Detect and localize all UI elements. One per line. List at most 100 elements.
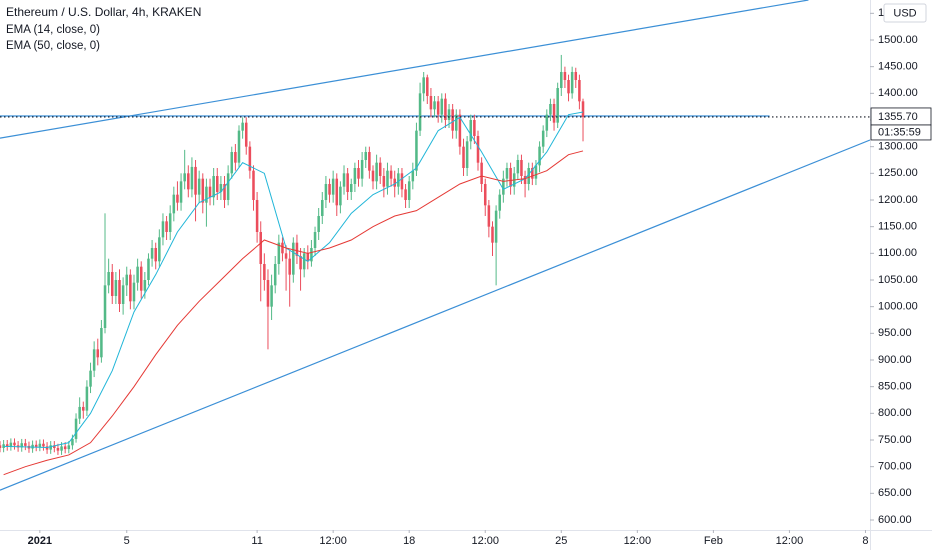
candle-body — [230, 152, 234, 174]
candle-body — [552, 104, 556, 123]
candle-body — [212, 176, 215, 198]
candle-body — [248, 146, 252, 171]
last-price-label: 1355.70 — [878, 111, 918, 123]
candle-body — [197, 178, 201, 195]
countdown-label: 01:35:59 — [878, 126, 921, 138]
candle-body — [24, 443, 27, 446]
candle-body — [129, 274, 132, 302]
candle-body — [187, 173, 190, 190]
candle-body — [241, 122, 244, 131]
candle-body — [45, 446, 49, 450]
currency-label[interactable]: USD — [893, 7, 916, 19]
candle-body — [509, 168, 512, 187]
candle-body — [194, 166, 197, 195]
candle-body — [295, 242, 299, 256]
candle-body — [89, 370, 92, 387]
y-tick-label: 1450.00 — [878, 61, 918, 73]
candle-body — [578, 80, 581, 102]
candle-body — [444, 98, 447, 120]
candle-body — [9, 442, 13, 447]
candle-body — [368, 152, 371, 171]
candle-body — [581, 101, 585, 117]
x-tick-label: 12:00 — [776, 535, 804, 547]
candle-body — [473, 120, 476, 136]
candle-body — [5, 444, 9, 447]
candle-body — [357, 168, 360, 179]
candle-body — [270, 285, 273, 307]
candle-body — [259, 232, 262, 264]
candle-body — [458, 114, 462, 147]
candle-body — [426, 77, 429, 96]
candle-body — [223, 184, 226, 200]
candle-body — [331, 178, 335, 195]
candle-body — [208, 186, 212, 198]
candle-body — [34, 444, 38, 447]
candle-body — [498, 194, 501, 211]
candle-body — [349, 184, 353, 192]
candle-body — [491, 226, 494, 243]
x-tick-label: 8 — [862, 535, 868, 547]
candle-body — [179, 181, 183, 203]
candle-body — [360, 160, 364, 179]
candle-body — [237, 130, 241, 163]
candle-body — [306, 253, 310, 262]
candle-body — [13, 442, 16, 446]
candle-body — [411, 170, 415, 182]
candle-body — [96, 349, 100, 358]
chart-title: Ethereum / U.S. Dollar, 4h, KRAKEN — [6, 5, 201, 19]
candle-body — [38, 443, 42, 447]
candle-body — [415, 130, 418, 171]
candle-body — [317, 216, 320, 232]
y-tick-label: 1250.00 — [878, 167, 918, 179]
candle-body — [502, 178, 505, 195]
plot-area — [0, 0, 870, 491]
y-tick-label: 900.00 — [878, 354, 912, 366]
candle-body — [49, 445, 52, 450]
y-tick-label: 1100.00 — [878, 247, 917, 259]
candle-body — [549, 104, 552, 115]
candle-body — [150, 248, 154, 259]
candle-body — [63, 446, 67, 450]
candle-body — [574, 72, 578, 80]
y-tick-label: 1400.00 — [878, 87, 918, 99]
candle-body — [476, 136, 480, 163]
candle-body — [190, 166, 194, 190]
candle-body — [523, 176, 527, 184]
candle-body — [284, 253, 288, 259]
candle-body — [534, 165, 538, 179]
y-tick-label: 950.00 — [878, 327, 912, 339]
candle-body — [418, 93, 422, 131]
candle-body — [136, 266, 139, 283]
candle-body — [313, 232, 317, 248]
candle-body — [324, 184, 328, 200]
candle-body — [103, 285, 107, 328]
candle-body — [183, 173, 186, 182]
candle-body — [60, 446, 63, 451]
candle-body — [244, 122, 248, 147]
candle-body — [299, 256, 302, 270]
candle-body — [480, 162, 483, 184]
currency-badge[interactable] — [883, 3, 927, 23]
candle-body — [118, 280, 121, 304]
candle-body — [219, 184, 223, 192]
ema-line — [3, 150, 584, 476]
candle-body — [378, 162, 382, 176]
y-tick-label: 600.00 — [878, 514, 912, 526]
candle-body — [302, 253, 306, 270]
candle-body — [216, 176, 219, 192]
legend-entry: EMA (50, close, 0) — [6, 40, 100, 52]
candle-body — [375, 162, 378, 182]
candle-body — [342, 173, 346, 187]
candle-body — [85, 386, 89, 411]
candle-body — [92, 349, 96, 371]
candle-body — [114, 280, 118, 296]
candle-body — [541, 130, 545, 147]
candle-body — [107, 272, 110, 286]
candle-body — [252, 170, 255, 200]
candle-body — [158, 237, 161, 262]
candle-body — [147, 258, 150, 280]
candle-body — [545, 114, 549, 131]
candle-body — [538, 146, 541, 166]
y-tick-label: 1050.00 — [878, 274, 918, 286]
